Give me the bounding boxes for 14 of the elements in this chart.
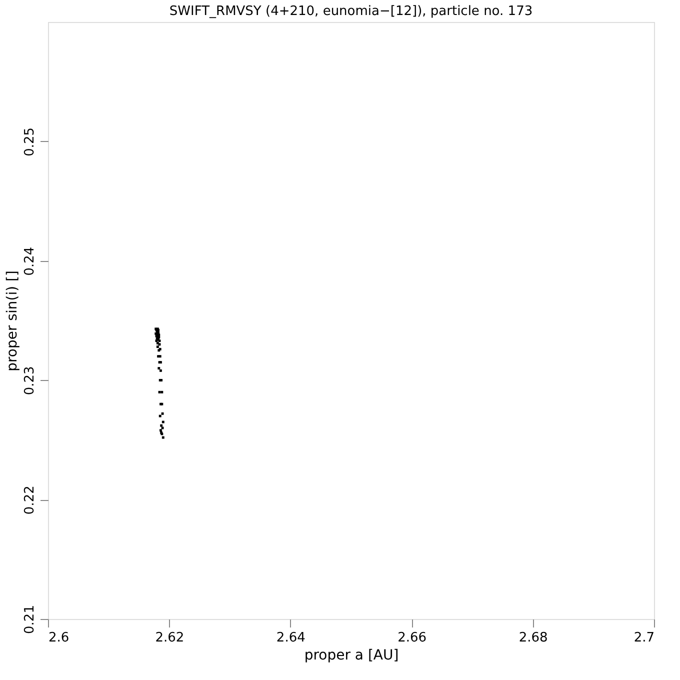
y-tick-label: 0.21 xyxy=(22,605,38,634)
x-tick-label: 2.68 xyxy=(518,630,548,646)
x-tick-label: 2.7 xyxy=(634,630,654,646)
x-tick-label: 2.66 xyxy=(398,630,427,646)
y-tick-label: 0.22 xyxy=(22,486,38,515)
x-tick-label: 2.62 xyxy=(155,630,184,646)
y-tick-label: 0.24 xyxy=(22,246,38,276)
x-axis-title: proper a [AU] xyxy=(304,648,399,664)
x-tick-label: 2.6 xyxy=(48,630,70,646)
chart-title: SWIFT_RMVSY (4+210, eunomia−[12]), particle no. 173 xyxy=(169,4,533,19)
y-tick-label: 0.23 xyxy=(22,366,38,396)
x-tick-label: 2.64 xyxy=(276,630,306,646)
y-tick-label: 0.25 xyxy=(22,127,38,156)
y-axis-title: proper sin(i) [] xyxy=(4,270,20,372)
